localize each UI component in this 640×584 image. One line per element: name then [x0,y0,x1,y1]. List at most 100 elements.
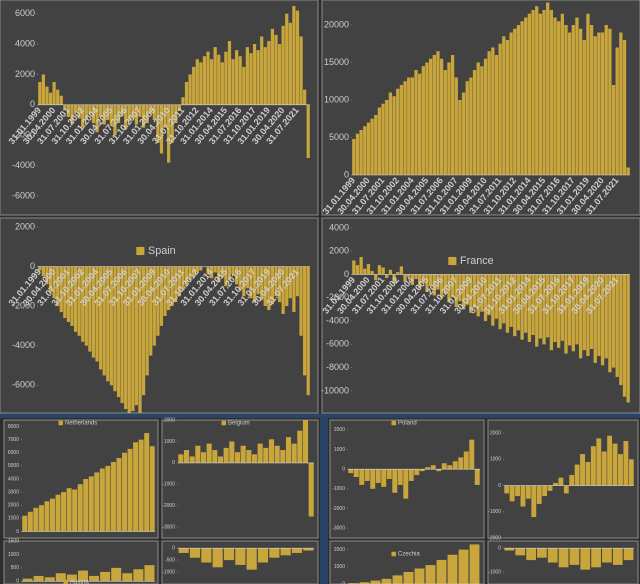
bar [73,266,78,332]
bar [509,274,513,327]
bar [124,266,128,410]
bar [234,452,241,463]
bar [122,452,128,532]
bar [120,104,124,116]
bar [439,274,444,298]
bar [370,469,376,489]
bar [181,97,185,105]
bar [111,567,122,582]
bar [469,274,473,313]
bar [374,274,378,281]
bar [622,274,627,397]
bar [263,47,267,105]
bar [590,446,596,486]
bar [414,469,420,476]
bar [227,41,232,105]
chart-panel: 0500010000150002000031.01.199930.04.2000… [321,0,640,216]
bar [608,28,612,176]
bar [260,36,264,105]
bar [363,268,367,275]
bar [575,17,579,176]
bar [386,469,392,479]
bar [436,469,442,472]
bar [509,485,515,502]
y-tick-label: 2000 [164,417,175,423]
bar [463,451,469,470]
bar [281,25,285,105]
bar [366,263,371,275]
y-tick-label: 8000 [8,424,19,430]
chart-panel: -3000 -2000 -1000 0 1000 2000 Poland [329,419,485,539]
bar [458,99,462,176]
bar [575,274,579,345]
y-tick-label: 0 [16,579,19,584]
bar [352,260,356,275]
legend-label: France [460,255,494,267]
bar [505,39,510,176]
chart-panel: -3000 -2000 -1000 0 1000 2000 Belgium [161,417,319,539]
divider [320,413,328,584]
bar [392,274,396,284]
bar [381,267,385,275]
bar [597,274,601,356]
bar [77,570,88,582]
y-tick-label: 0 [172,460,175,466]
bar [83,479,89,532]
bar [527,274,532,342]
bar [491,274,495,326]
bar [227,266,232,281]
bar [458,274,462,302]
bar [611,84,616,176]
legend-label: Poland [398,421,417,427]
y-tick-label: -6000 [12,380,35,390]
y-tick-label: 15000 [324,57,349,67]
bar [269,548,280,558]
bar [138,439,144,532]
bar [527,13,532,176]
bar [70,104,74,124]
bar [48,266,53,293]
bar [41,266,45,277]
bar [159,104,164,154]
bar [546,2,550,176]
bar [231,59,235,105]
bar [494,274,499,319]
bar [280,548,291,556]
bar [355,133,360,176]
bar [192,266,196,277]
bar [535,274,539,347]
bar [600,32,605,176]
bar [421,66,425,176]
bar [574,464,580,486]
bar [177,266,181,297]
bar [607,435,613,486]
bar [353,469,359,478]
y-tick-label: 4000 [8,476,19,482]
y-tick-label: -2000 [332,506,345,512]
y-tick-label: -2000 [162,503,175,509]
bar [189,548,201,558]
bar [256,50,260,105]
bar [95,104,99,133]
bar [454,77,458,176]
bar [48,92,53,105]
bar [212,548,223,568]
bar [295,266,300,297]
bar [374,115,378,176]
y-tick-label: 4000 [329,222,349,232]
y-tick-label: -1000 [162,569,175,575]
y-tick-label: 0 [498,545,501,551]
bar [84,104,88,121]
y-tick-label: 2000 [8,503,19,509]
legend-swatch [391,420,396,426]
bar [252,266,257,303]
bar [381,578,392,584]
bar [526,548,536,561]
bar [206,51,210,105]
bar [487,51,491,176]
y-tick-label: -6000 [12,190,35,200]
bar [585,461,591,486]
bar [480,66,484,176]
bar [213,47,217,105]
bar [414,69,418,176]
